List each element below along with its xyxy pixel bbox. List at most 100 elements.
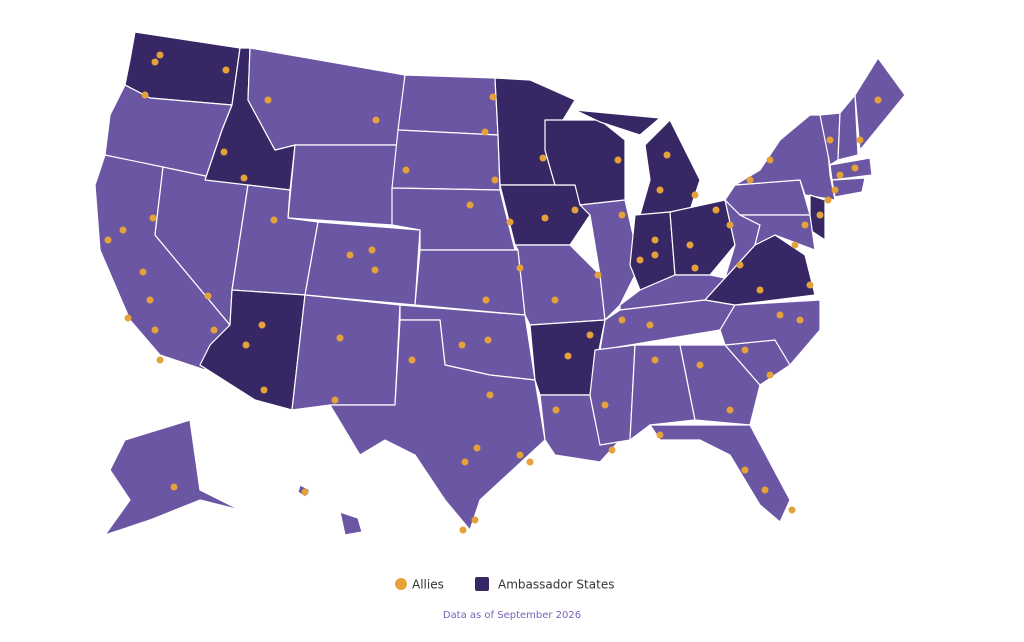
ally-dot <box>151 326 159 334</box>
ally-dot <box>371 266 379 274</box>
ally-dot <box>552 406 560 414</box>
ally-dot <box>156 51 164 59</box>
ally-dot <box>346 251 354 259</box>
legend-label: Allies <box>412 578 444 592</box>
ally-dot <box>210 326 218 334</box>
footnote: Data as of September 2026 <box>443 610 581 621</box>
ally-dot <box>614 156 622 164</box>
ally-dot <box>141 91 149 99</box>
ally-dot <box>608 446 616 454</box>
ally-dot <box>726 221 734 229</box>
ally-dot <box>486 391 494 399</box>
ally-dot <box>240 174 248 182</box>
state <box>649 424 791 523</box>
ally-dot <box>473 444 481 452</box>
state <box>719 299 821 366</box>
ally-dot <box>104 236 112 244</box>
state <box>589 344 636 446</box>
ally-dot <box>651 236 659 244</box>
ally-dot <box>651 251 659 259</box>
ally-dot <box>484 336 492 344</box>
ally-dot <box>636 256 644 264</box>
ally-dot <box>459 526 467 534</box>
ally-dot <box>646 321 654 329</box>
ally-dot <box>461 458 469 466</box>
ally-dot <box>656 431 664 439</box>
ally-dot <box>242 341 250 349</box>
ally-dot <box>826 136 834 144</box>
ally-dot <box>824 196 832 204</box>
ally-dot <box>368 246 376 254</box>
state <box>287 144 399 226</box>
ally-dot <box>526 458 534 466</box>
ally-dot <box>336 334 344 342</box>
ally-dot <box>491 176 499 184</box>
state <box>414 249 526 316</box>
ally-dot <box>541 214 549 222</box>
ally-dot <box>586 331 594 339</box>
ally-dot <box>686 241 694 249</box>
state <box>579 199 641 321</box>
ally-dot <box>156 356 164 364</box>
ally-dot <box>874 96 882 104</box>
ally-dot <box>258 321 266 329</box>
ally-dots <box>104 51 882 534</box>
ally-dot <box>564 352 572 360</box>
state <box>397 74 499 136</box>
state <box>837 94 859 161</box>
state <box>514 244 606 326</box>
ally-dot <box>663 151 671 159</box>
state <box>339 511 363 536</box>
ally-dot <box>260 386 268 394</box>
ally-dot <box>726 406 734 414</box>
ally-dot <box>761 486 769 494</box>
ally-dot <box>756 286 764 294</box>
ally-dot <box>691 191 699 199</box>
ally-dot <box>696 361 704 369</box>
ally-dot <box>618 211 626 219</box>
state <box>304 221 421 306</box>
ally-dot <box>516 264 524 272</box>
ally-dot <box>851 164 859 172</box>
ally-dot <box>506 218 514 226</box>
state <box>574 109 661 136</box>
ally-dot <box>402 166 410 174</box>
ally-dot <box>539 154 547 162</box>
state <box>739 214 816 251</box>
ally-dot <box>551 296 559 304</box>
state <box>247 47 406 151</box>
ally-dot <box>571 206 579 214</box>
ally-dot <box>222 66 230 74</box>
ally-dot <box>736 261 744 269</box>
ally-dot <box>149 214 157 222</box>
ally-dot <box>220 148 228 156</box>
ally-dot <box>651 356 659 364</box>
ally-dot <box>766 156 774 164</box>
ally-dot <box>458 341 466 349</box>
ally-dot <box>489 93 497 101</box>
ally-dot <box>806 281 814 289</box>
legend-label: Ambassador States <box>498 578 614 592</box>
ally-dot <box>124 314 132 322</box>
ally-dot <box>594 271 602 279</box>
ally-dot <box>270 216 278 224</box>
ally-dot <box>618 316 626 324</box>
ally-dot <box>331 396 339 404</box>
ally-dot <box>856 136 864 144</box>
ally-dot <box>831 186 839 194</box>
ally-dot <box>139 268 147 276</box>
ally-dot <box>146 296 154 304</box>
ally-dot <box>482 296 490 304</box>
state <box>291 294 401 411</box>
ally-dot <box>712 206 720 214</box>
ally-dot <box>601 401 609 409</box>
state <box>629 344 696 441</box>
state <box>639 119 701 216</box>
ally-dot <box>264 96 272 104</box>
ally-dot <box>836 171 844 179</box>
state <box>391 129 501 191</box>
state <box>329 319 546 531</box>
ally-dot <box>372 116 380 124</box>
ally-dot <box>481 128 489 136</box>
legend-dot <box>395 578 407 590</box>
